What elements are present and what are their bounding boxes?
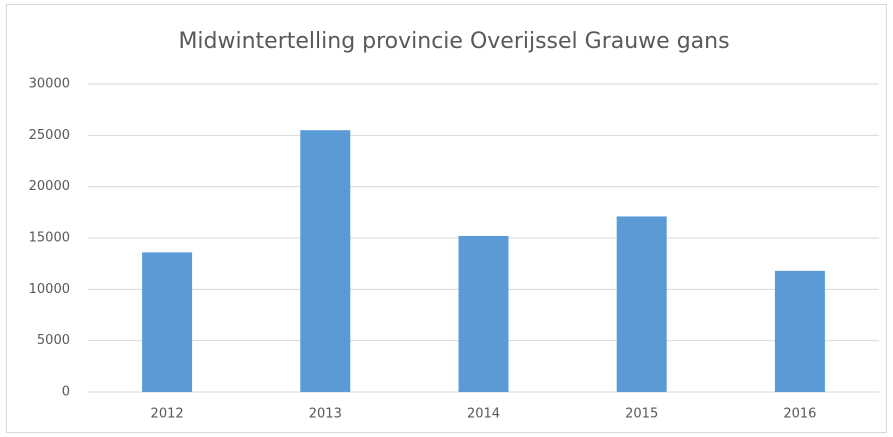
x-tick-label: 2014 [467,407,500,422]
y-tick-label: 30000 [29,77,70,92]
y-tick-label: 0 [62,385,70,400]
y-tick-label: 25000 [29,128,70,143]
x-tick-label: 2016 [783,407,816,422]
chart-title: Midwintertelling provincie Overijssel Gr… [178,29,729,54]
x-tick-label: 2015 [625,407,658,422]
y-tick-label: 5000 [37,333,70,348]
chart-frame [6,4,887,433]
x-tick-label: 2012 [151,407,184,422]
bar [300,130,351,392]
y-tick-label: 20000 [29,179,70,194]
bar [458,235,509,392]
y-tick-label: 10000 [29,282,70,297]
bar [774,270,825,392]
x-tick-label: 2013 [309,407,342,422]
bar [616,216,667,392]
bar [142,252,193,392]
y-tick-label: 15000 [29,231,70,246]
